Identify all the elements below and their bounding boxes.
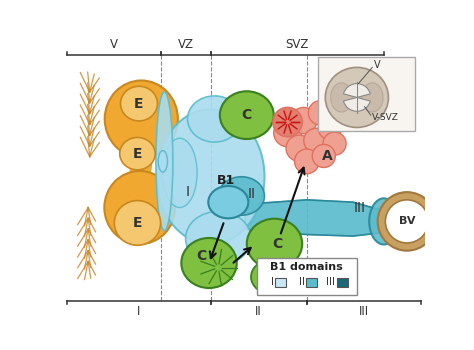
Text: III: III bbox=[326, 277, 335, 287]
Text: VZ: VZ bbox=[178, 38, 193, 51]
Circle shape bbox=[304, 128, 328, 153]
Ellipse shape bbox=[220, 91, 273, 139]
Ellipse shape bbox=[362, 83, 383, 112]
FancyBboxPatch shape bbox=[337, 278, 347, 287]
Ellipse shape bbox=[185, 211, 251, 265]
Circle shape bbox=[319, 117, 341, 140]
Text: E: E bbox=[133, 147, 142, 161]
Circle shape bbox=[286, 135, 312, 161]
Text: I: I bbox=[185, 185, 190, 199]
Ellipse shape bbox=[251, 260, 293, 294]
Ellipse shape bbox=[188, 96, 241, 142]
Text: II: II bbox=[247, 188, 255, 202]
Circle shape bbox=[294, 149, 319, 174]
Text: V-SVZ: V-SVZ bbox=[372, 113, 399, 122]
Ellipse shape bbox=[182, 238, 237, 288]
Ellipse shape bbox=[129, 150, 152, 181]
Polygon shape bbox=[245, 200, 380, 236]
Text: I: I bbox=[271, 277, 273, 287]
Ellipse shape bbox=[157, 109, 264, 244]
FancyBboxPatch shape bbox=[275, 278, 286, 287]
Text: C: C bbox=[196, 249, 207, 263]
Circle shape bbox=[273, 107, 302, 137]
Ellipse shape bbox=[163, 138, 197, 208]
Circle shape bbox=[385, 200, 428, 243]
Ellipse shape bbox=[104, 171, 175, 244]
Ellipse shape bbox=[369, 198, 399, 245]
Ellipse shape bbox=[156, 92, 173, 231]
Text: E: E bbox=[134, 97, 144, 111]
Ellipse shape bbox=[247, 219, 302, 269]
Text: III: III bbox=[359, 305, 369, 318]
Ellipse shape bbox=[114, 201, 161, 245]
Text: V: V bbox=[109, 38, 118, 51]
Wedge shape bbox=[344, 97, 370, 111]
Text: C: C bbox=[242, 108, 252, 122]
Circle shape bbox=[323, 132, 346, 155]
Circle shape bbox=[309, 100, 333, 125]
Text: C: C bbox=[273, 237, 283, 251]
Text: I: I bbox=[137, 305, 140, 318]
Circle shape bbox=[378, 192, 436, 251]
Ellipse shape bbox=[120, 86, 157, 121]
Ellipse shape bbox=[158, 150, 167, 172]
Wedge shape bbox=[344, 84, 370, 97]
Text: III: III bbox=[353, 201, 365, 215]
Ellipse shape bbox=[105, 80, 178, 158]
Text: V: V bbox=[374, 60, 381, 70]
Circle shape bbox=[273, 119, 301, 147]
Ellipse shape bbox=[325, 68, 389, 127]
Text: B1 domains: B1 domains bbox=[271, 262, 343, 272]
Text: II: II bbox=[255, 305, 262, 318]
Ellipse shape bbox=[120, 138, 155, 170]
Ellipse shape bbox=[208, 186, 248, 218]
Text: E: E bbox=[133, 216, 142, 230]
Ellipse shape bbox=[219, 177, 264, 215]
Text: BV: BV bbox=[399, 216, 415, 226]
FancyBboxPatch shape bbox=[257, 258, 357, 295]
Ellipse shape bbox=[331, 83, 352, 112]
Text: B1: B1 bbox=[217, 174, 235, 187]
Text: SVZ: SVZ bbox=[285, 38, 309, 51]
Circle shape bbox=[291, 107, 317, 134]
Text: II: II bbox=[299, 277, 304, 287]
Text: A: A bbox=[321, 149, 332, 163]
Circle shape bbox=[312, 145, 335, 168]
FancyBboxPatch shape bbox=[306, 278, 317, 287]
FancyBboxPatch shape bbox=[319, 57, 415, 131]
